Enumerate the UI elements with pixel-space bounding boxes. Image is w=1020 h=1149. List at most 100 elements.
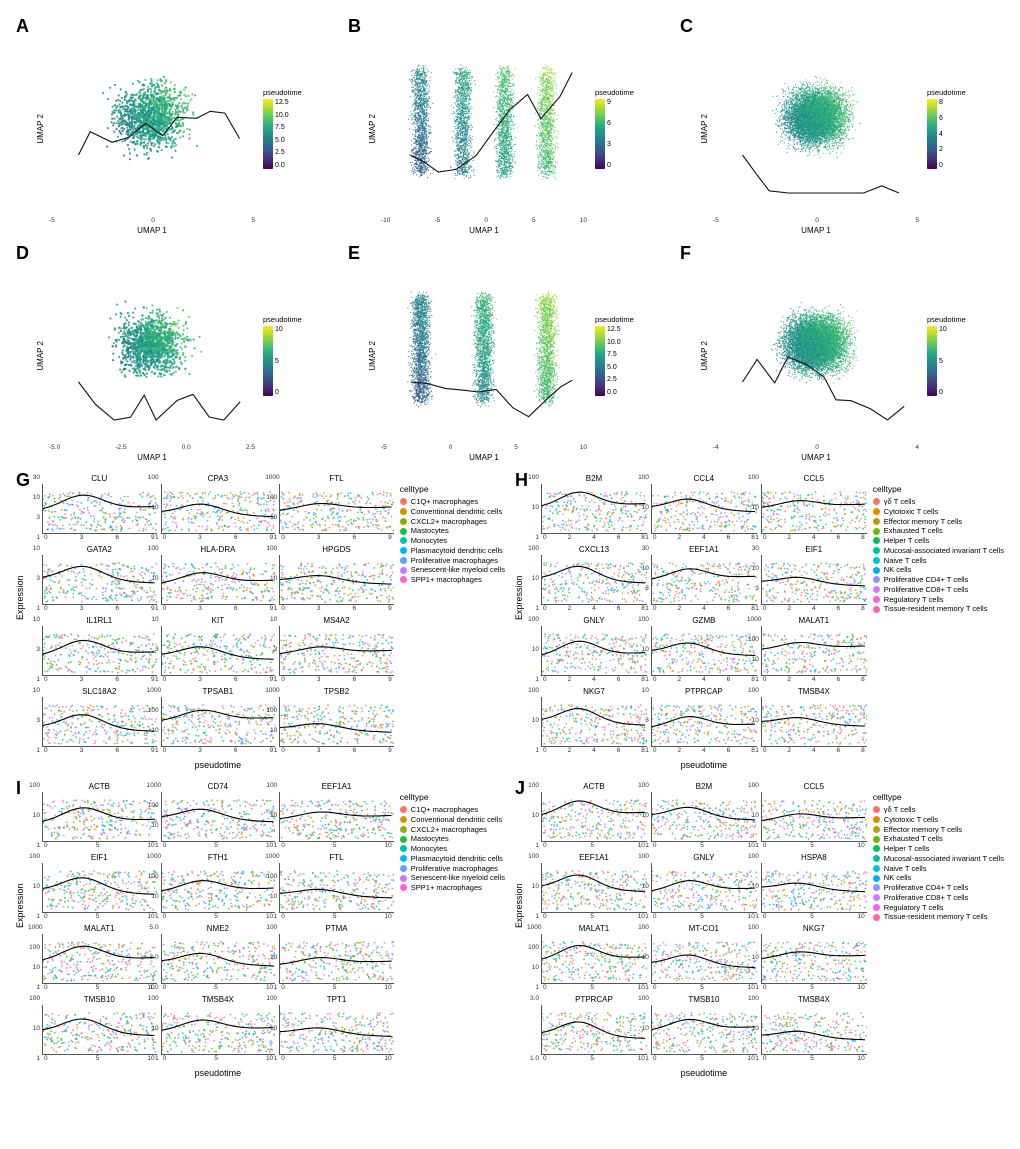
colorbar: pseudotime1050 xyxy=(263,315,302,396)
gene-scatter xyxy=(651,863,757,913)
colorbar-gradient xyxy=(595,326,605,396)
legend: celltypeγδ T cellsCytotoxic T cellsEffec… xyxy=(873,792,1004,922)
colorbar: pseudotime1050 xyxy=(927,315,966,396)
gene-cell: CXCL1310010102468 xyxy=(541,545,647,612)
colorbar: pseudotime86420 xyxy=(927,88,966,169)
legend-swatch xyxy=(873,498,880,505)
x-ticks: 0369 xyxy=(161,605,276,612)
gene-cell: EIF11001010510 xyxy=(42,853,157,920)
legend-item: Tissue-resident memory T cells xyxy=(873,912,1004,922)
legend-label: Helper T cells xyxy=(884,536,930,546)
gene-scatter xyxy=(161,484,276,534)
gene-cell: FTL10001001010369 xyxy=(279,474,394,541)
gene-cell: PTPRCAP3.01.00510 xyxy=(541,995,647,1062)
x-ticks: 0510 xyxy=(161,1055,276,1062)
gene-cell: TPT11001010510 xyxy=(279,995,394,1062)
colorbar-gradient xyxy=(927,99,937,169)
y-ticks: 1000100101 xyxy=(28,924,40,991)
gene-panel-J: JExpressionACTB1001010510B2M1001010510CC… xyxy=(515,778,1004,1078)
legend-swatch xyxy=(400,836,407,843)
panel-label: A xyxy=(16,16,29,37)
y-ticks: 1000100101 xyxy=(147,853,159,920)
legend-item: Naive T cells xyxy=(873,864,1004,874)
gene-title: MT-CO1 xyxy=(651,924,757,933)
y-ticks: 100101 xyxy=(28,782,40,849)
gene-grid: ACTB1001010510B2M1001010510CCL5100101051… xyxy=(515,778,867,1078)
legend-item: Proliferative CD8+ T cells xyxy=(873,893,1004,903)
y-ticks: 100101 xyxy=(747,995,759,1062)
legend-item: Mucosal-associated invariant T cells xyxy=(873,854,1004,864)
gene-title: HSPA8 xyxy=(761,853,867,862)
gene-cell: TPSAB110001001010369 xyxy=(161,687,276,754)
gene-cell: CD7410001001010510 xyxy=(161,782,276,849)
y-axis-label: UMAP 2 xyxy=(700,114,709,144)
gene-grid: B2M10010102468CCL410010102468CCL51001010… xyxy=(515,470,867,770)
legend-swatch xyxy=(400,508,407,515)
gene-title: GNLY xyxy=(651,853,757,862)
y-ticks: 100101 xyxy=(747,687,759,754)
legend-label: Mastocytes xyxy=(411,526,449,536)
gene-scatter xyxy=(761,626,867,676)
gene-scatter xyxy=(279,697,394,747)
gene-cell: TMSB4X10010102468 xyxy=(761,687,867,754)
legend-item: C1Q+ macrophages xyxy=(400,805,505,815)
gene-scatter xyxy=(161,555,276,605)
y-ticks: 100101 xyxy=(637,995,649,1062)
legend-swatch xyxy=(400,875,407,882)
umap-wrap: UMAP 2-10-50510UMAP 1pseudotime9630 xyxy=(348,16,672,235)
legend-swatch xyxy=(400,567,407,574)
legend-item: Tissue-resident memory T cells xyxy=(873,604,1004,614)
legend-item: Effector memory T cells xyxy=(873,517,1004,527)
gene-scatter xyxy=(161,863,276,913)
gene-title: NKG7 xyxy=(541,687,647,696)
gene-cell: HSPA81001010510 xyxy=(761,853,867,920)
gene-cell: SLC18A210310369 xyxy=(42,687,157,754)
colorbar-ticks: 9630 xyxy=(607,99,611,169)
x-ticks: 0510 xyxy=(279,913,394,920)
legend-item: Plasmacytoid dendritic cells xyxy=(400,854,505,864)
umap-scatter xyxy=(47,22,257,212)
legend-label: C1Q+ macrophages xyxy=(411,805,478,815)
legend-swatch xyxy=(873,904,880,911)
legend-item: Conventional dendritic cells xyxy=(400,815,505,825)
legend-item: Senescent-like myeloid cells xyxy=(400,873,505,883)
legend-item: Exhausted T cells xyxy=(873,834,1004,844)
x-ticks: 0369 xyxy=(42,676,157,683)
colorbar: pseudotime12.510.07.55.02.50.0 xyxy=(263,88,302,169)
gene-scatter xyxy=(161,626,276,676)
x-axis-label: UMAP 1 xyxy=(711,453,921,462)
x-ticks: 0510 xyxy=(541,842,647,849)
x-ticks: -10-50510 xyxy=(379,217,589,224)
gene-scatter xyxy=(161,697,276,747)
gene-scatter xyxy=(279,484,394,534)
legend-item: Cytotoxic T cells xyxy=(873,815,1004,825)
gene-scatter xyxy=(761,555,867,605)
x-ticks: 0369 xyxy=(279,676,394,683)
gene-cell: TMSB101001010510 xyxy=(651,995,757,1062)
legend-swatch xyxy=(873,567,880,574)
legend-label: Plasmacytoid dendritic cells xyxy=(411,854,503,864)
gene-cell: GNLY1001010510 xyxy=(651,853,757,920)
legend-swatch xyxy=(400,528,407,535)
legend-item: γδ T cells xyxy=(873,805,1004,815)
colorbar-title: pseudotime xyxy=(595,315,634,324)
gene-cell: MALAT1100010010102468 xyxy=(761,616,867,683)
gene-scatter xyxy=(42,626,157,676)
gene-cell: MALAT110001001010510 xyxy=(42,924,157,991)
umap-wrap: UMAP 2-404UMAP 1pseudotime1050 xyxy=(680,243,1004,462)
gene-scatter xyxy=(541,934,647,984)
legend-item: Exhausted T cells xyxy=(873,526,1004,536)
y-ticks: 100101 xyxy=(147,995,159,1062)
legend-swatch xyxy=(873,884,880,891)
legend-swatch xyxy=(400,547,407,554)
y-ticks: 100101 xyxy=(527,474,539,541)
legend-title: celltype xyxy=(400,484,505,494)
legend-label: NK cells xyxy=(884,565,912,575)
gene-title: FTL xyxy=(279,853,394,862)
gene-scatter xyxy=(161,934,276,984)
x-ticks: 02468 xyxy=(541,747,647,754)
umap-wrap: UMAP 2-505UMAP 1pseudotime86420 xyxy=(680,16,1004,235)
legend-swatch xyxy=(873,894,880,901)
x-axis-label: pseudotime xyxy=(42,1068,394,1078)
gene-scatter xyxy=(42,934,157,984)
